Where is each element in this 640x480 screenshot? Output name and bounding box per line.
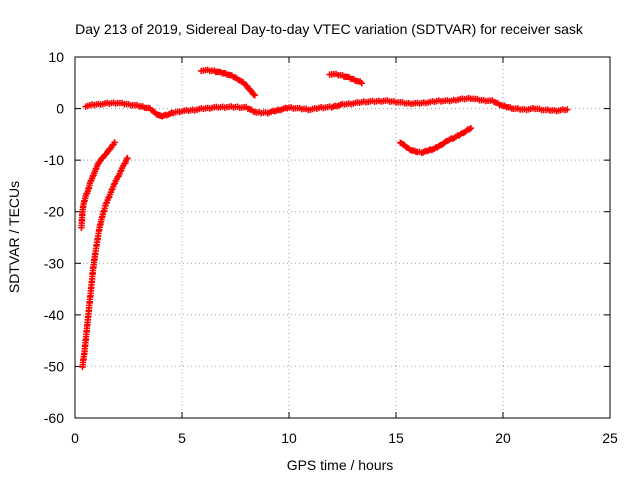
series-arc-2 (79, 154, 131, 371)
x-axis-ticks: 0 5 10 15 20 25 (71, 57, 618, 446)
x-tick-label: 15 (388, 430, 404, 446)
series-arc-5 (397, 124, 475, 157)
data-point (102, 200, 110, 207)
y-tick-label: 0 (56, 101, 64, 117)
series-arc-4 (326, 70, 365, 87)
data-point (124, 154, 131, 162)
y-axis-label: SDTVAR / TECUs (6, 181, 22, 293)
x-tick-label: 10 (281, 430, 297, 446)
data-point (251, 92, 258, 99)
data-point (467, 124, 475, 132)
y-tick-label: -30 (44, 255, 64, 271)
data-point (564, 106, 571, 113)
y-tick-label: -50 (44, 358, 64, 374)
data-point (111, 139, 118, 146)
y-tick-label: 10 (48, 49, 64, 65)
plot-frame (74, 56, 611, 419)
x-tick-label: 0 (71, 430, 79, 446)
y-tick-label: -10 (44, 152, 64, 168)
series-arc-3 (198, 66, 258, 99)
x-axis-label: GPS time / hours (287, 457, 394, 473)
y-axis-ticks: 10 0 -10 -20 -30 -40 -50 -60 (44, 49, 610, 426)
series-baseline (82, 94, 571, 120)
y-tick-label: -20 (44, 204, 64, 220)
x-tick-label: 25 (602, 430, 618, 446)
data-point (250, 91, 257, 98)
data-point (110, 181, 118, 188)
grid-lines (75, 57, 610, 418)
y-tick-label: -40 (44, 307, 64, 323)
y-tick-label: -60 (44, 410, 64, 426)
data-point (358, 79, 365, 87)
data-point (105, 194, 112, 202)
data-points (78, 66, 571, 371)
series-arc-1 (78, 139, 118, 231)
x-tick-label: 20 (495, 430, 511, 446)
data-point (108, 186, 115, 194)
x-tick-label: 5 (178, 430, 186, 446)
chart-title: Day 213 of 2019, Sidereal Day-to-day VTE… (75, 21, 584, 37)
data-point (117, 168, 124, 175)
